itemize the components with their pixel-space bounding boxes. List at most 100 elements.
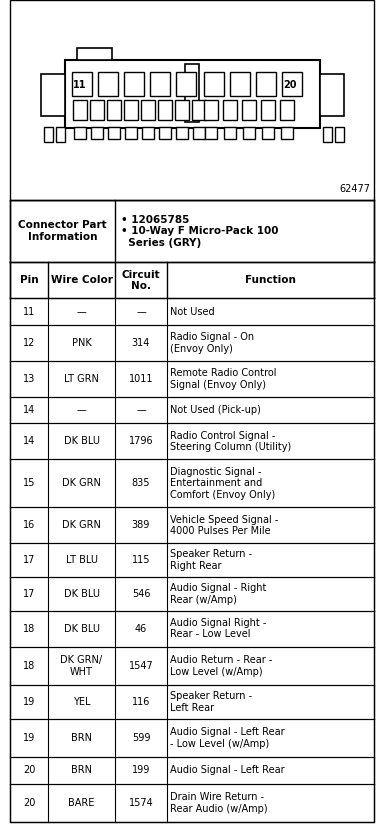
Text: Drain Wire Return -
Rear Audio (w/Amp): Drain Wire Return - Rear Audio (w/Amp): [170, 792, 268, 813]
Bar: [334, 127, 344, 142]
Text: 13: 13: [23, 374, 35, 384]
Text: DK BLU: DK BLU: [63, 623, 99, 633]
Text: Pin: Pin: [20, 276, 38, 286]
Bar: [89, 100, 104, 120]
Bar: [124, 127, 136, 139]
Text: Not Used (Pick-up): Not Used (Pick-up): [170, 405, 261, 415]
Text: Connector Part
Information: Connector Part Information: [18, 221, 107, 242]
Bar: [124, 100, 137, 120]
Text: Circuit
No.: Circuit No.: [122, 270, 160, 291]
Text: 17: 17: [23, 588, 35, 599]
Bar: [91, 127, 103, 139]
Text: LT BLU: LT BLU: [66, 555, 98, 565]
Text: BRN: BRN: [71, 765, 92, 775]
Text: 46: 46: [135, 623, 147, 633]
Bar: [175, 127, 187, 139]
Text: —: —: [77, 306, 86, 317]
Text: Function: Function: [245, 276, 296, 286]
Text: Audio Signal - Left Rear
- Low Level (w/Amp): Audio Signal - Left Rear - Low Level (w/…: [170, 727, 285, 749]
Text: DK GRN/
WHT: DK GRN/ WHT: [60, 655, 103, 676]
Text: 1574: 1574: [129, 798, 153, 808]
Bar: [281, 127, 293, 139]
Bar: [319, 74, 344, 116]
Bar: [98, 72, 118, 96]
Text: 11: 11: [23, 306, 35, 317]
Text: Radio Control Signal -
Steering Column (Utility): Radio Control Signal - Steering Column (…: [170, 431, 291, 452]
Bar: [243, 127, 255, 139]
Text: 11: 11: [73, 80, 86, 90]
Text: —: —: [136, 306, 146, 317]
Text: 15: 15: [23, 478, 35, 488]
Bar: [43, 127, 53, 142]
Text: 1547: 1547: [129, 661, 153, 671]
Bar: [10, 0, 374, 200]
Text: DK BLU: DK BLU: [63, 588, 99, 599]
Text: DK GRN: DK GRN: [62, 520, 101, 530]
Text: 18: 18: [23, 661, 35, 671]
Bar: [73, 127, 86, 139]
Text: Not Used: Not Used: [170, 306, 215, 317]
Bar: [262, 127, 274, 139]
Text: 16: 16: [23, 520, 35, 530]
Text: 19: 19: [23, 697, 35, 707]
Bar: [56, 127, 65, 142]
Bar: [106, 100, 121, 120]
Bar: [124, 72, 144, 96]
Bar: [71, 72, 91, 96]
Text: 17: 17: [23, 555, 35, 565]
Bar: [204, 72, 224, 96]
Text: 116: 116: [132, 697, 150, 707]
Bar: [256, 72, 276, 96]
Bar: [40, 74, 65, 116]
Text: Audio Signal - Right
Rear (w/Amp): Audio Signal - Right Rear (w/Amp): [170, 583, 266, 604]
Text: 314: 314: [132, 338, 150, 348]
Text: Audio Signal Right -
Rear - Low Level: Audio Signal Right - Rear - Low Level: [170, 618, 266, 639]
Bar: [204, 100, 218, 120]
Text: 599: 599: [132, 733, 150, 743]
Text: 20: 20: [23, 765, 35, 775]
Text: 20: 20: [23, 798, 35, 808]
Bar: [141, 100, 154, 120]
Text: Audio Signal - Left Rear: Audio Signal - Left Rear: [170, 765, 285, 775]
Text: 1796: 1796: [129, 437, 153, 447]
Text: 199: 199: [132, 765, 150, 775]
Bar: [280, 100, 294, 120]
Text: BARE: BARE: [68, 798, 95, 808]
Text: 62477: 62477: [339, 184, 370, 194]
Bar: [282, 72, 302, 96]
Bar: [192, 127, 205, 139]
Bar: [157, 100, 172, 120]
Bar: [192, 100, 205, 120]
Text: 19: 19: [23, 733, 35, 743]
Text: Wire Color: Wire Color: [51, 276, 113, 286]
Text: Radio Signal - On
(Envoy Only): Radio Signal - On (Envoy Only): [170, 332, 254, 354]
Text: BRN: BRN: [71, 733, 92, 743]
Bar: [141, 127, 154, 139]
Text: DK BLU: DK BLU: [63, 437, 99, 447]
Bar: [76, 48, 111, 60]
Bar: [223, 100, 237, 120]
Bar: [175, 72, 195, 96]
Text: Speaker Return -
Right Rear: Speaker Return - Right Rear: [170, 549, 252, 571]
Text: YEL: YEL: [73, 697, 90, 707]
Text: DK GRN: DK GRN: [62, 478, 101, 488]
Text: • 12065785
• 10-Way F Micro-Pack 100
  Series (GRY): • 12065785 • 10-Way F Micro-Pack 100 Ser…: [121, 215, 278, 248]
Bar: [65, 60, 319, 128]
Text: 546: 546: [132, 588, 150, 599]
Text: —: —: [136, 405, 146, 415]
Text: 835: 835: [132, 478, 150, 488]
Bar: [185, 64, 199, 122]
Bar: [108, 127, 119, 139]
Text: Audio Return - Rear -
Low Level (w/Amp): Audio Return - Rear - Low Level (w/Amp): [170, 655, 272, 676]
Bar: [205, 127, 217, 139]
Bar: [261, 100, 275, 120]
Bar: [10, 200, 374, 822]
Text: Vehicle Speed Signal -
4000 Pulses Per Mile: Vehicle Speed Signal - 4000 Pulses Per M…: [170, 515, 278, 536]
Bar: [159, 127, 170, 139]
Bar: [224, 127, 236, 139]
Bar: [242, 100, 256, 120]
Bar: [149, 72, 169, 96]
Text: 1011: 1011: [129, 374, 153, 384]
Text: —: —: [77, 405, 86, 415]
Text: LT GRN: LT GRN: [64, 374, 99, 384]
